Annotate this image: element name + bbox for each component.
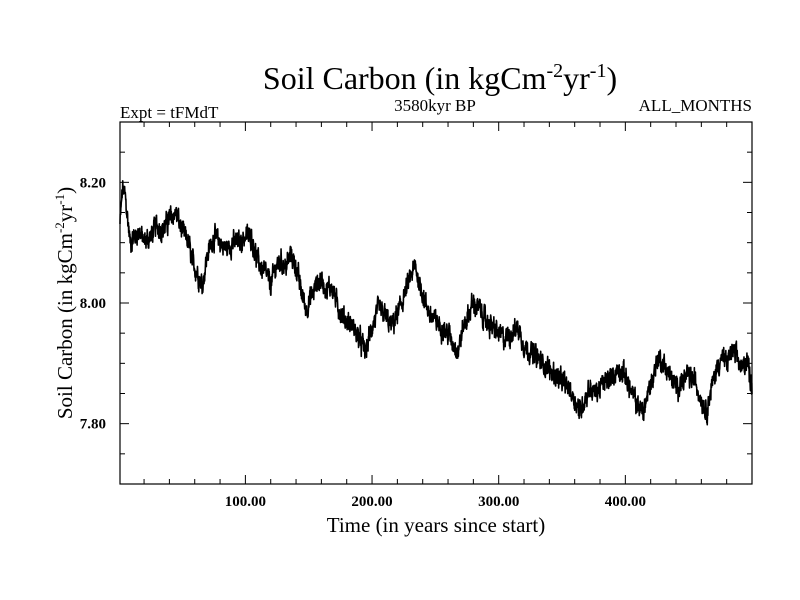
title-exp2: -1	[590, 60, 607, 82]
x-tick-labels: 100.00 200.00 300.00 400.00	[225, 494, 646, 510]
title-main: Soil Carbon (in kgCm	[263, 60, 547, 96]
chart-title: Soil Carbon (in kgCm-2yr-1)	[263, 60, 617, 96]
experiment-label: Expt = tFMdT	[120, 103, 219, 122]
title-exp1: -2	[546, 60, 563, 82]
x-axis-label: Time (in years since start)	[327, 513, 546, 537]
y-tick-label: 8.00	[80, 296, 106, 312]
title-mid: yr	[563, 60, 590, 96]
y-tick-label: 7.80	[80, 417, 106, 433]
x-tick-label: 400.00	[605, 494, 646, 510]
ylabel-exp2: -1	[52, 194, 67, 205]
x-tick-label: 300.00	[478, 494, 519, 510]
soil-carbon-series-line	[119, 180, 753, 426]
y-axis-label: Soil Carbon (in kgCm-2yr-1)	[52, 187, 77, 419]
title-close: )	[606, 60, 617, 96]
y-tick-label: 8.20	[80, 175, 106, 191]
period-label: 3580kyr BP	[394, 96, 476, 115]
ylabel-exp1: -2	[52, 222, 67, 233]
plot-frame	[119, 121, 753, 485]
x-tick-label: 100.00	[225, 494, 266, 510]
ylabel-main: Soil Carbon (in kgCm	[53, 233, 77, 419]
ylabel-mid: yr	[53, 205, 77, 223]
x-tick-label: 200.00	[351, 494, 392, 510]
axis-ticks	[120, 122, 752, 484]
y-tick-labels: 7.80 8.00 8.20	[80, 175, 106, 432]
months-label: ALL_MONTHS	[639, 96, 752, 115]
ylabel-close: )	[53, 187, 77, 194]
